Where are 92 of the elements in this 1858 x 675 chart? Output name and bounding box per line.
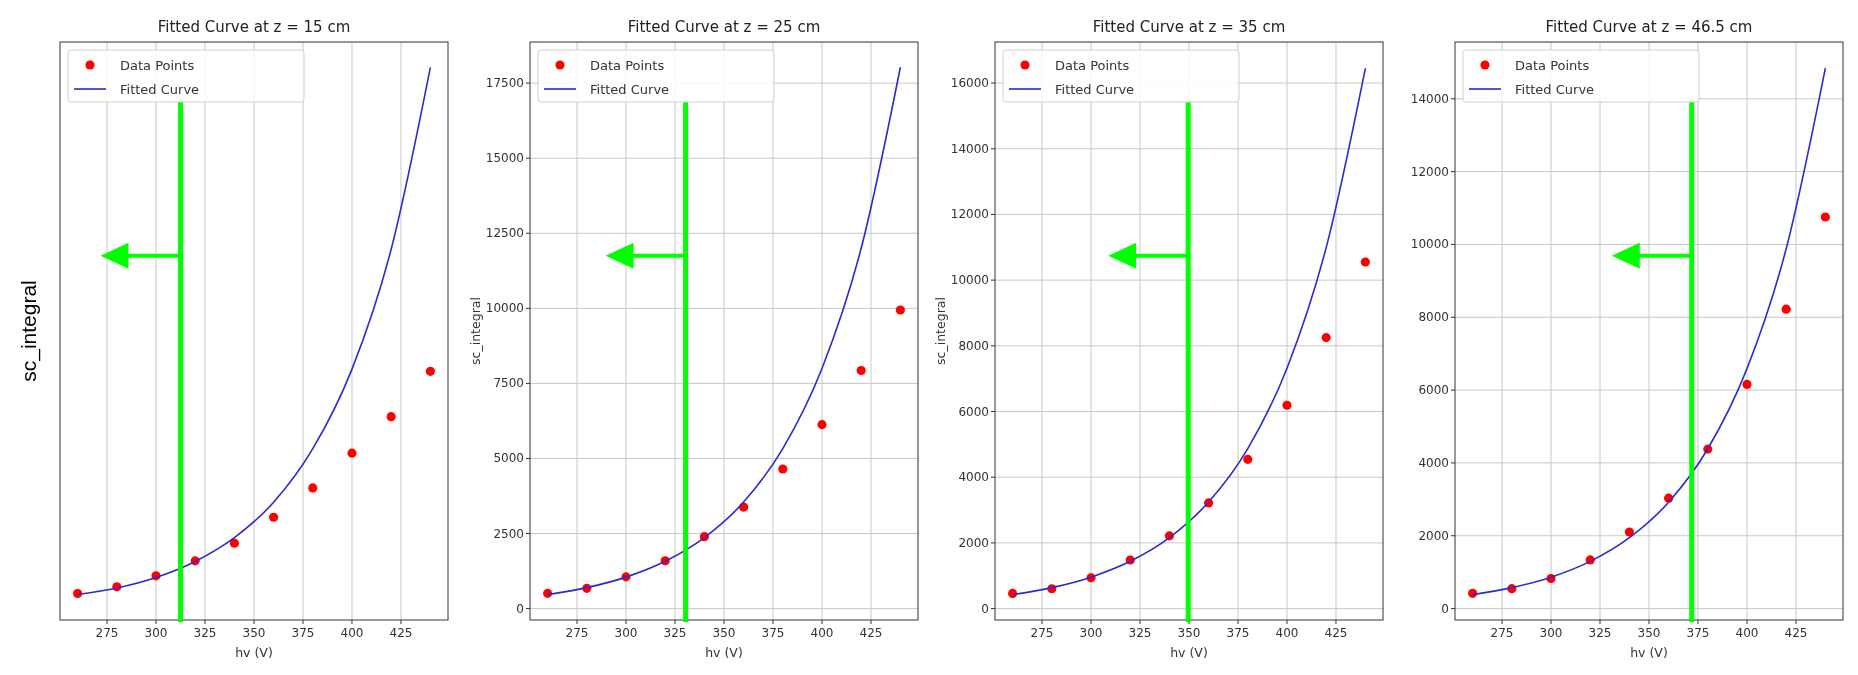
y-tick-label: 0 — [981, 601, 989, 616]
y-tick-label: 14000 — [950, 141, 989, 156]
x-axis-title: hv (V) — [1170, 645, 1208, 660]
y-tick-label: 4000 — [958, 470, 989, 485]
point — [856, 365, 866, 376]
y-tick-label: 7500 — [493, 376, 524, 391]
chart-title: Fitted Curve at z = 25 cm — [627, 18, 821, 36]
y-tick-label: 10000 — [950, 273, 989, 288]
point — [1282, 400, 1292, 410]
y-tick-label: 2500 — [493, 526, 524, 541]
x-tick-label: 300 — [1079, 626, 1103, 640]
x-axis-title: hv (V) — [1630, 645, 1668, 660]
point — [1008, 588, 1018, 598]
y-tick-label: 16000 — [950, 76, 989, 91]
y-tick-label: 8000 — [958, 338, 989, 353]
point — [1820, 212, 1830, 222]
x-tick-label: 350 — [1177, 626, 1201, 640]
x-tick-label: 425 — [1784, 626, 1808, 640]
chart-title: Fitted Curve at z = 46.5 cm — [1545, 18, 1753, 36]
point — [347, 448, 357, 458]
x-tick-label: 425 — [1324, 626, 1348, 640]
point — [895, 305, 905, 315]
legend-label: Data Points — [1055, 58, 1130, 73]
y-tick-label: 17500 — [485, 76, 524, 91]
chart-title: Fitted Curve at z = 15 cm — [157, 18, 351, 36]
y-tick-label: 10000 — [1410, 237, 1449, 252]
x-tick-label: 425 — [859, 626, 883, 640]
legend-label: Data Points — [120, 58, 195, 73]
x-tick-label: 325 — [663, 626, 687, 640]
x-tick-label: 275 — [1030, 626, 1054, 640]
x-tick-label: 325 — [193, 626, 217, 640]
x-tick-label: 300 — [614, 626, 638, 640]
legend-label: Fitted Curve — [1055, 82, 1135, 97]
y-tick-label: 0 — [516, 601, 524, 616]
legend-label: Fitted Curve — [120, 82, 200, 97]
x-tick-label: 375 — [1686, 626, 1710, 640]
x-tick-label: 400 — [340, 626, 364, 640]
point — [386, 412, 396, 422]
legend-label: Fitted Curve — [590, 82, 670, 97]
x-tick-label: 400 — [810, 626, 834, 640]
x-tick-label: 275 — [95, 626, 119, 640]
x-tick-label: 275 — [565, 626, 589, 640]
x-tick-label: 325 — [1128, 626, 1152, 640]
point — [1321, 333, 1331, 343]
point — [543, 588, 553, 598]
point — [229, 538, 239, 548]
x-axis-title: hv (V) — [235, 645, 273, 660]
x-tick-label: 400 — [1275, 626, 1299, 640]
y-tick-label: 12500 — [485, 226, 524, 241]
point — [1742, 379, 1752, 389]
point — [1360, 257, 1370, 267]
x-tick-label: 275 — [1490, 626, 1514, 640]
point — [817, 420, 827, 430]
y-axis-title: sc_integral — [468, 297, 483, 365]
y-tick-label: 2000 — [958, 535, 989, 550]
x-tick-label: 425 — [389, 626, 413, 640]
y-tick-label: 6000 — [1418, 383, 1449, 398]
y-tick-label: 4000 — [1418, 455, 1449, 470]
y-tick-label: 6000 — [958, 404, 989, 419]
chart-title: Fitted Curve at z = 35 cm — [1092, 18, 1286, 36]
y-tick-label: 10000 — [485, 301, 524, 316]
point — [425, 366, 435, 376]
point — [308, 483, 318, 493]
point — [1468, 588, 1478, 598]
x-axis-title: hv (V) — [705, 645, 743, 660]
point — [269, 512, 279, 522]
y-tick-label: 8000 — [1418, 310, 1449, 325]
x-tick-label: 375 — [761, 626, 785, 640]
x-tick-label: 375 — [1226, 626, 1250, 640]
y-axis-title: sc_integral — [933, 297, 948, 365]
legend-label: Fitted Curve — [1515, 82, 1595, 97]
y-tick-label: 5000 — [493, 451, 524, 466]
legend-label: Data Points — [1515, 58, 1590, 73]
x-tick-label: 300 — [144, 626, 168, 640]
x-tick-label: 325 — [1588, 626, 1612, 640]
x-tick-label: 375 — [291, 626, 315, 640]
y-tick-label: 15000 — [485, 151, 524, 166]
legend-label: Data Points — [590, 58, 665, 73]
y-tick-label: 2000 — [1418, 528, 1449, 543]
y-axis-title: sc_integral — [17, 280, 41, 382]
y-tick-label: 14000 — [1410, 91, 1449, 106]
y-tick-label: 0 — [1441, 601, 1449, 616]
x-tick-label: 400 — [1735, 626, 1759, 640]
x-tick-label: 300 — [1539, 626, 1563, 640]
x-tick-label: 350 — [712, 626, 736, 640]
point — [1243, 454, 1253, 464]
x-tick-label: 350 — [242, 626, 266, 640]
point — [778, 464, 788, 474]
y-tick-label: 12000 — [1410, 164, 1449, 179]
point — [1781, 304, 1791, 314]
x-tick-label: 350 — [1637, 626, 1661, 640]
y-tick-label: 12000 — [950, 207, 989, 222]
